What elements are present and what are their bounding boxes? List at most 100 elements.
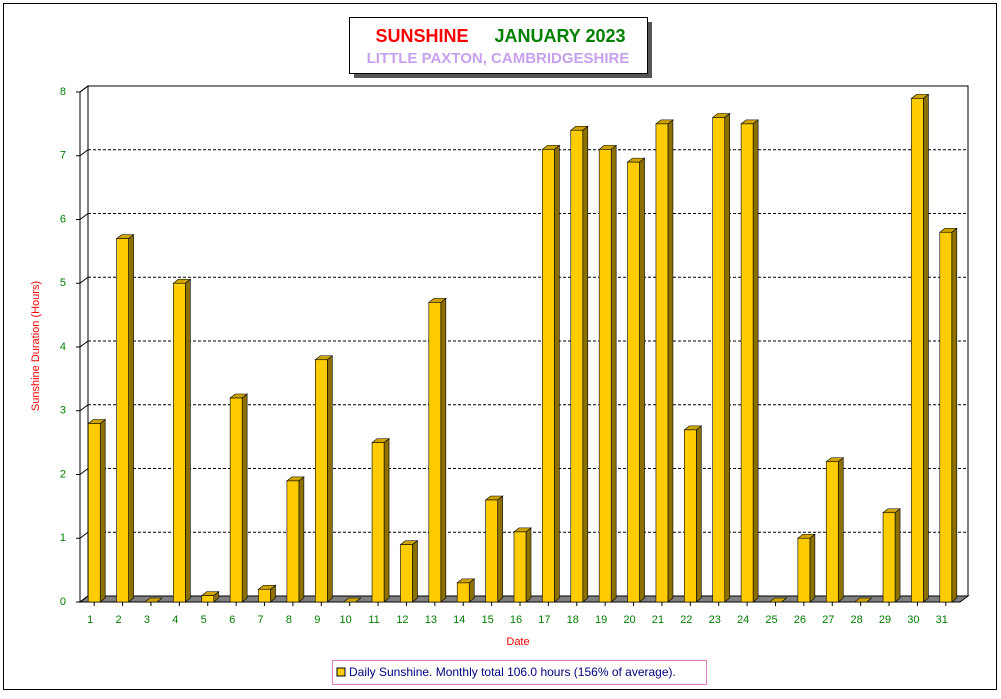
bar: [513, 531, 527, 603]
x-tick-label: 14: [453, 614, 465, 626]
y-tick-label: 6: [60, 213, 66, 225]
bar: [456, 582, 470, 603]
bar: [598, 149, 612, 603]
bar-side: [525, 527, 532, 603]
chart-title: SUNSHINE: [375, 26, 468, 46]
grid-line-side: [79, 531, 89, 539]
bar: [229, 397, 243, 603]
x-tick-label: 4: [172, 614, 178, 626]
legend-box: [332, 660, 707, 685]
x-tick-label: 1: [87, 614, 93, 626]
legend-swatch: [336, 667, 346, 677]
x-tick-label: 23: [709, 614, 721, 626]
x-tick-label: 12: [396, 614, 408, 626]
x-tick-label: 3: [144, 614, 150, 626]
x-tick-label: 11: [368, 614, 379, 626]
bar-side: [440, 297, 447, 603]
x-tick-label: 6: [229, 614, 235, 626]
bar-side: [951, 227, 958, 603]
bar-side: [667, 119, 674, 603]
bar: [371, 442, 385, 603]
bar-side: [497, 495, 503, 603]
bar-side: [809, 533, 816, 603]
x-tick-label: 20: [623, 614, 635, 626]
x-tick-label: 21: [652, 614, 664, 626]
bar: [740, 123, 754, 603]
bar-side: [185, 278, 191, 603]
bar-top: [768, 597, 788, 603]
bar: [173, 282, 186, 603]
bar-side: [412, 540, 418, 603]
bar-side: [298, 476, 305, 603]
bar-top: [342, 597, 362, 603]
grid-line-side: [79, 213, 89, 220]
bar: [258, 588, 271, 603]
bar: [684, 429, 697, 603]
bar-side: [837, 457, 844, 603]
bar-side: [326, 355, 333, 603]
y-tick-label: 3: [60, 405, 66, 417]
bar: [542, 149, 555, 603]
bar: [882, 512, 896, 603]
bar: [797, 537, 811, 603]
x-tick-label: 18: [567, 614, 579, 626]
x-tick-label: 17: [538, 614, 550, 626]
bar: [655, 123, 669, 603]
bar-side: [724, 112, 731, 603]
x-tick-label: 15: [481, 614, 493, 626]
bar-top: [853, 597, 873, 603]
y-tick-label: 0: [60, 596, 66, 608]
y-tick-label: 5: [60, 277, 66, 289]
bar: [87, 423, 101, 603]
x-tick-label: 16: [510, 614, 522, 626]
x-axis-label: Date: [506, 636, 529, 648]
bar: [201, 595, 215, 603]
bar-side: [752, 119, 759, 603]
bar: [627, 161, 640, 603]
grid-line-side: [79, 340, 89, 348]
bar: [314, 359, 328, 603]
x-tick-label: 29: [879, 614, 891, 626]
y-tick-label: 1: [60, 532, 66, 544]
grid-line-side: [79, 85, 89, 93]
bar-side: [383, 438, 390, 603]
grid-line-side: [79, 468, 89, 475]
grid-line-side: [79, 149, 89, 157]
bar: [939, 231, 953, 603]
chart-period: JANUARY 2023: [494, 26, 625, 46]
x-tick-label: 13: [425, 614, 437, 626]
x-tick-label: 28: [851, 614, 863, 626]
bar: [485, 499, 498, 603]
x-tick-label: 27: [822, 614, 834, 626]
chart-subtitle: LITTLE PAXTON, CAMBRIDGESHIRE: [367, 50, 630, 67]
bar: [825, 461, 839, 603]
bar: [570, 129, 584, 603]
bar-side: [696, 425, 702, 603]
grid-line-side: [79, 595, 89, 603]
legend-label: Daily Sunshine. Monthly total 106.0 hour…: [349, 665, 676, 679]
y-tick-label: 8: [60, 86, 66, 98]
title-box: [349, 17, 648, 74]
bar-side: [241, 393, 248, 603]
bar-side: [610, 144, 617, 603]
x-tick-label: 31: [936, 614, 948, 626]
x-tick-label: 2: [116, 614, 122, 626]
bar-side: [923, 93, 929, 603]
grid-line-side: [79, 276, 89, 284]
bar: [712, 117, 726, 603]
x-tick-label: 9: [314, 614, 320, 626]
y-tick-label: 7: [60, 150, 66, 162]
bar-side: [128, 234, 134, 603]
bar-side: [554, 144, 560, 603]
x-tick-label: 25: [765, 614, 777, 626]
bar: [400, 544, 413, 603]
y-tick-label: 4: [60, 341, 66, 353]
bar-side: [582, 125, 589, 603]
bar-side: [894, 508, 901, 603]
bar: [428, 302, 442, 603]
x-tick-label: 24: [737, 614, 749, 626]
bar-top: [144, 597, 163, 603]
y-tick-label: 2: [60, 468, 66, 480]
x-tick-label: 10: [340, 614, 352, 626]
